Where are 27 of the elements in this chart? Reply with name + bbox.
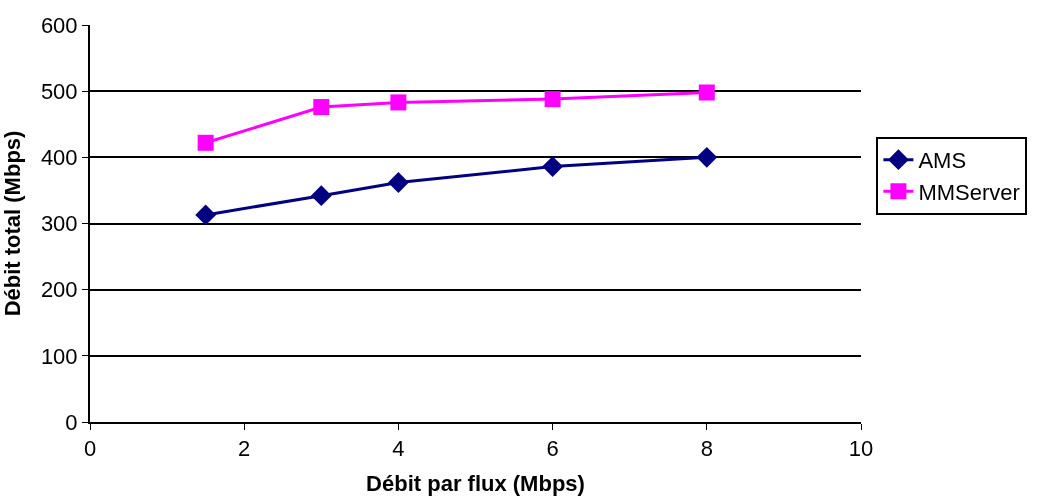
x-tick-label: 4 xyxy=(392,436,405,462)
legend-label: AMS xyxy=(918,148,967,174)
y-axis-title: Débit total (Mbps) xyxy=(0,130,25,317)
x-tick-label: 10 xyxy=(848,436,874,462)
point xyxy=(544,91,561,108)
x-axis-title: Débit par flux (Mbps) xyxy=(366,470,585,496)
y-tick-label: 400 xyxy=(40,145,78,171)
x-tick-label: 0 xyxy=(83,436,97,462)
y-tick-label: 600 xyxy=(40,12,78,38)
y-tick-label: 200 xyxy=(40,277,78,303)
point xyxy=(310,185,332,207)
y-tick-label: 300 xyxy=(40,211,78,237)
y-tick-label: 0 xyxy=(65,409,78,435)
point xyxy=(388,172,409,193)
y-tick-label: 500 xyxy=(40,78,78,104)
legend-label: MMServer xyxy=(918,179,1020,205)
point xyxy=(698,84,715,101)
y-tick-label: 100 xyxy=(40,343,78,369)
point xyxy=(197,134,214,151)
x-tick-label: 8 xyxy=(700,436,713,462)
x-tick-label: 6 xyxy=(546,436,559,462)
point xyxy=(195,204,217,226)
point xyxy=(390,94,407,111)
point xyxy=(313,99,330,116)
point xyxy=(542,156,563,177)
point xyxy=(696,146,718,168)
x-tick-label: 2 xyxy=(238,436,251,462)
